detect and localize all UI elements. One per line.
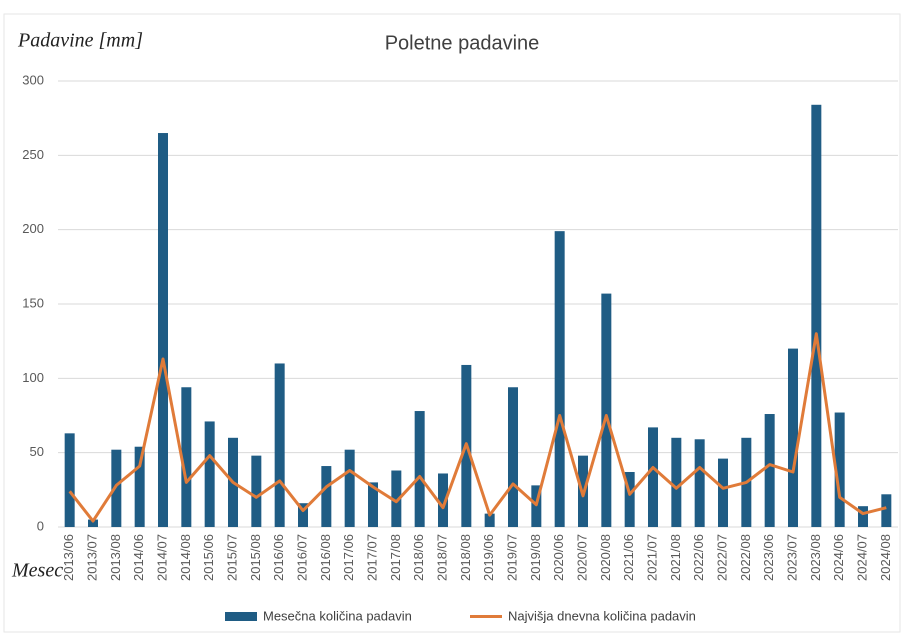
bar [64, 433, 75, 527]
y-tick-label: 200 [22, 221, 44, 236]
x-tick-label: 2016/06 [271, 534, 286, 581]
legend-label: Najvišja dnevna količina padavin [508, 608, 696, 623]
y-tick-label: 150 [22, 295, 44, 310]
bar [414, 411, 425, 527]
x-axis-label: Mesec [11, 560, 63, 582]
bar [811, 104, 822, 527]
bar [204, 421, 215, 527]
chart-title: Poletne padavine [385, 32, 540, 54]
x-tick-label: 2015/08 [248, 534, 263, 581]
x-tick-label: 2021/08 [668, 534, 683, 581]
bar [181, 387, 192, 527]
bar [858, 506, 868, 527]
bar [484, 513, 495, 527]
x-tick-label: 2023/08 [808, 534, 823, 581]
x-tick-label: 2021/06 [621, 534, 636, 581]
x-tick-label: 2019/06 [481, 534, 496, 581]
bar [554, 231, 565, 528]
x-tick-label: 2020/08 [598, 534, 613, 581]
y-tick-label: 300 [22, 72, 44, 87]
x-tick-label: 2014/07 [154, 534, 169, 581]
x-tick-label: 2013/06 [61, 534, 76, 581]
x-tick-label: 2015/07 [224, 534, 239, 581]
x-tick-label: 2018/07 [434, 534, 449, 581]
line [68, 332, 887, 523]
x-tick-label: 2017/08 [388, 534, 403, 581]
x-tick-label: 2023/06 [761, 534, 776, 581]
x-tick-label: 2013/08 [108, 534, 123, 581]
x-tick-label: 2018/06 [411, 534, 426, 581]
x-tick-label: 2021/07 [644, 534, 659, 581]
x-tick-label: 2023/07 [784, 534, 799, 581]
bar [438, 473, 448, 527]
legend-swatch [225, 612, 257, 621]
x-tick-label: 2014/08 [178, 534, 193, 581]
bar [274, 363, 285, 527]
y-tick-label: 250 [22, 147, 44, 162]
y-tick-label: 100 [22, 370, 44, 385]
bar [764, 414, 775, 527]
bar [321, 466, 332, 527]
x-tick-label: 2022/08 [738, 534, 753, 581]
bar [88, 519, 98, 527]
bar [251, 455, 262, 527]
x-tick-label: 2020/07 [574, 534, 589, 581]
bar [298, 503, 308, 527]
chart-frame [3, 13, 901, 633]
bar [508, 387, 518, 527]
x-tick-label: 2016/07 [294, 534, 309, 581]
bar [368, 482, 378, 527]
bar [671, 437, 682, 527]
x-tick-label: 2022/06 [691, 534, 706, 581]
bar [718, 458, 728, 527]
bar [788, 348, 798, 527]
bar [391, 470, 402, 527]
bar [648, 427, 658, 527]
x-tick-label: 2019/07 [504, 534, 519, 581]
x-tick-label: 2024/08 [878, 534, 893, 581]
x-tick-label: 2019/08 [528, 534, 543, 581]
legend-label: Mesečna količina padavin [263, 608, 412, 623]
x-tick-label: 2024/06 [831, 534, 846, 581]
x-tick-label: 2017/07 [364, 534, 379, 581]
bar [111, 449, 122, 527]
bar [834, 412, 845, 527]
bar [158, 133, 168, 528]
y-axis-label: Padavine [mm] [17, 30, 143, 52]
x-tick-label: 2014/06 [131, 534, 146, 581]
x-tick-label: 2024/07 [854, 534, 869, 581]
bar [134, 446, 145, 527]
bar [344, 449, 355, 527]
y-tick-label: 0 [37, 518, 44, 533]
bar [694, 439, 705, 527]
x-tick-label: 2016/08 [318, 534, 333, 581]
x-tick-label: 2022/07 [714, 534, 729, 581]
x-tick-label: 2018/08 [458, 534, 473, 581]
bar [601, 293, 612, 527]
y-tick-label: 50 [30, 444, 44, 459]
bar [881, 494, 892, 527]
x-tick-label: 2020/06 [551, 534, 566, 581]
x-tick-label: 2013/07 [84, 534, 99, 581]
x-tick-label: 2015/06 [201, 534, 216, 581]
x-tick-label: 2017/06 [341, 534, 356, 581]
bar [624, 471, 635, 527]
